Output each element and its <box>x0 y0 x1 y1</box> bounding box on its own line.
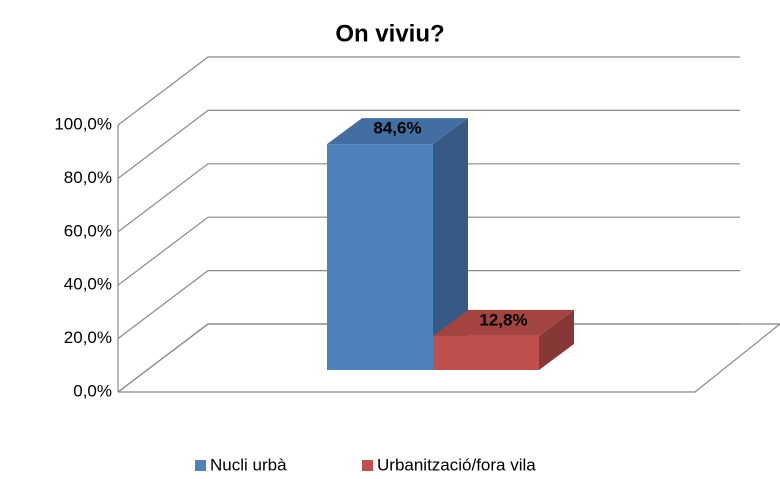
grid-line <box>117 109 740 179</box>
y-tick-label: 0,0% <box>73 381 112 400</box>
bar-top <box>327 118 468 145</box>
value-label: 84,6% <box>373 119 421 138</box>
y-tick-label: 20,0% <box>64 328 112 347</box>
grid-line <box>117 56 740 126</box>
chart-title: On viviu? <box>335 20 444 47</box>
bar <box>327 144 433 370</box>
grid-line <box>117 270 740 340</box>
legend-label: Nucli urbà <box>210 455 287 474</box>
value-label: 12,8% <box>479 310 527 329</box>
bar-side <box>433 118 468 370</box>
bar <box>433 335 539 370</box>
legend-label: Urbanització/fora vila <box>377 455 536 474</box>
bar-side <box>539 309 574 370</box>
bar-top <box>433 309 574 336</box>
grid-line <box>117 216 740 286</box>
legend-swatch <box>362 460 373 471</box>
y-tick-label: 60,0% <box>64 221 112 240</box>
y-tick-label: 40,0% <box>64 275 112 294</box>
legend-swatch <box>195 460 206 471</box>
grid-line <box>117 163 740 233</box>
y-tick-label: 80,0% <box>64 168 112 187</box>
y-tick-label: 100,0% <box>54 114 112 133</box>
